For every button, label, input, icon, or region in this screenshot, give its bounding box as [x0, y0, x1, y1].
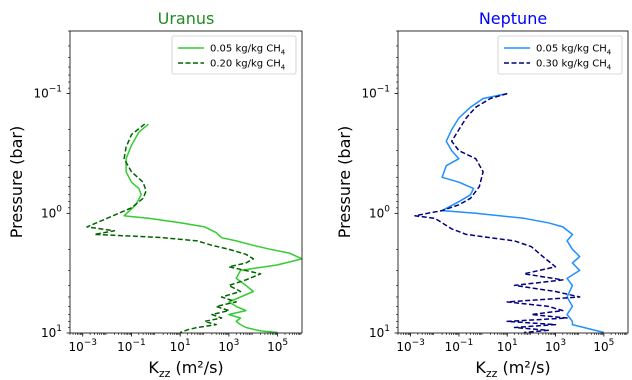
series-line-2 [86, 123, 262, 333]
chart-panel-2: 10−3 10−1 101 103 105 10−1 100 101 Neptune Kzz (m… [335, 9, 629, 380]
x-tick-label: 101 [497, 338, 518, 354]
axes-frame [69, 30, 303, 334]
series-line-2 [414, 92, 581, 333]
chart-title: Neptune [479, 9, 547, 28]
y-tick-label: 100 [369, 204, 390, 220]
x-tick-label: 105 [267, 338, 288, 354]
series-line-1 [441, 92, 604, 333]
x-tick-label: 105 [593, 338, 614, 354]
x-tick-label: 103 [545, 338, 566, 354]
chart-panel-1: 10−3 10−1 101 103 105 10−1 100 101 Uranus Kzz (m²… [7, 9, 303, 380]
y-axis-label: Pressure (bar) [335, 126, 354, 238]
legend-label: 0.05 kg/kg CH4 [536, 44, 612, 57]
legend-label: 0.05 kg/kg CH4 [210, 44, 286, 57]
legend-box [497, 35, 623, 75]
x-tick-label: 103 [218, 338, 239, 354]
x-tick-label: 10−1 [117, 338, 146, 354]
x-tick-label: 10−3 [396, 338, 425, 354]
legend-label: 0.30 kg/kg CH4 [536, 59, 612, 72]
x-tick-label: 10−3 [68, 338, 97, 354]
legend-box [171, 35, 297, 75]
legend: 0.05 kg/kg CH4 0.30 kg/kg CH4 [497, 35, 623, 75]
y-tick-label: 101 [369, 324, 390, 340]
x-axis-label: Kzz (m²/s) [148, 358, 223, 380]
y-axis-label: Pressure (bar) [7, 126, 26, 238]
x-axis-label: Kzz (m²/s) [475, 358, 550, 380]
x-tick-label: 101 [170, 338, 191, 354]
series-group [414, 92, 604, 333]
legend: 0.05 kg/kg CH4 0.20 kg/kg CH4 [171, 35, 297, 75]
y-tick-label: 10−1 [361, 85, 390, 101]
y-tick-label: 100 [41, 204, 62, 220]
series-group [86, 123, 302, 333]
chart-title: Uranus [158, 9, 215, 28]
legend-label: 0.20 kg/kg CH4 [210, 59, 286, 72]
x-tick-label: 10−1 [445, 338, 474, 354]
axes-frame [397, 30, 629, 334]
y-tick-label: 101 [41, 324, 62, 340]
series-line-1 [123, 123, 302, 333]
y-tick-label: 10−1 [33, 85, 62, 101]
